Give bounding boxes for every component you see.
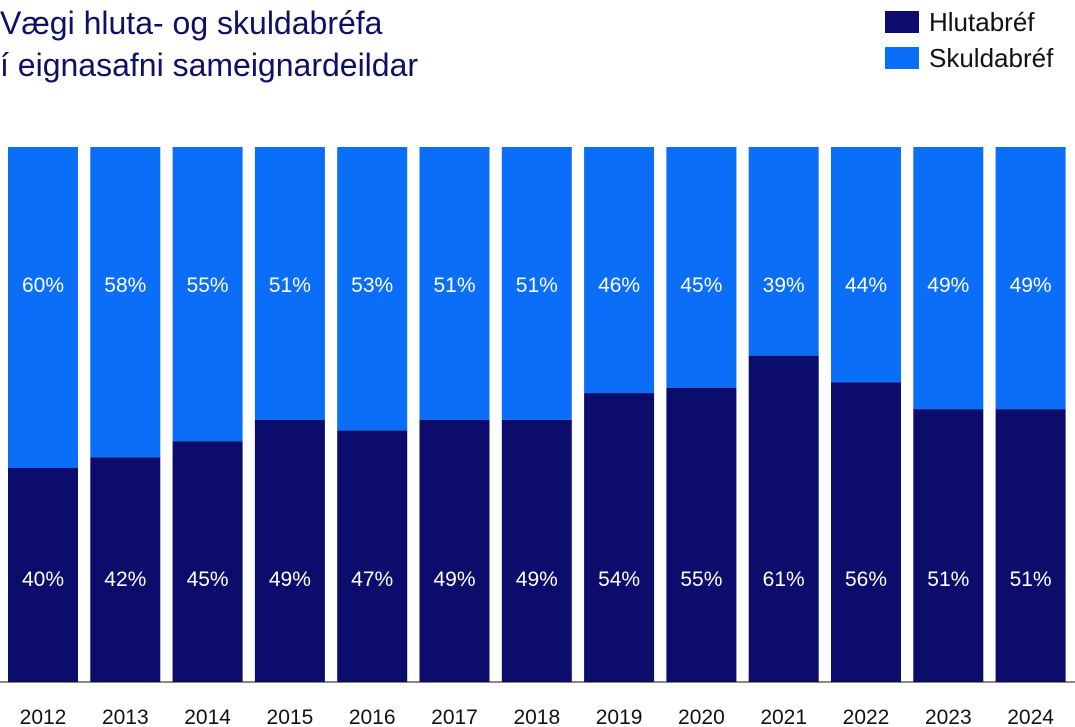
bar-skuldabref-2021 bbox=[748, 147, 819, 356]
x-tick-label-2016: 2016 bbox=[349, 706, 396, 727]
data-label-skuldabref-2023: 49% bbox=[927, 274, 969, 297]
legend-item-hlutabref: Hlutabréf bbox=[885, 4, 1053, 40]
bar-skuldabref-2019 bbox=[584, 147, 655, 394]
bar-hlutabref-2018 bbox=[501, 419, 572, 682]
bar-skuldabref-2020 bbox=[666, 147, 737, 388]
x-tick-labels: 2012 2013 2014 2015 2016 2017 2018 2019 2020 2021… bbox=[20, 706, 1055, 727]
x-tick-label-2021: 2021 bbox=[760, 706, 807, 727]
bar-skuldabref-2013 bbox=[90, 147, 161, 458]
data-label-hlutabref-2014: 45% bbox=[187, 568, 229, 591]
legend-item-skuldabref: Skuldabréf bbox=[885, 40, 1053, 76]
chart-title: Vægi hluta- og skuldabréfa í eignasafni … bbox=[0, 2, 418, 86]
bar-skuldabref-2015 bbox=[254, 147, 325, 420]
data-label-hlutabref-2016: 47% bbox=[351, 568, 393, 591]
bar-hlutabref-2022 bbox=[831, 382, 901, 682]
bar-hlutabref-2014 bbox=[172, 441, 243, 682]
x-tick-label-2019: 2019 bbox=[596, 706, 643, 727]
chart-title-line-1: Vægi hluta- og skuldabréfa bbox=[0, 5, 383, 41]
bar-skuldabref-2017 bbox=[419, 147, 490, 420]
bar-skuldabref-2018 bbox=[501, 147, 572, 420]
bar-hlutabref-2016 bbox=[337, 430, 408, 682]
data-label-skuldabref-2020: 45% bbox=[680, 274, 722, 297]
data-label-skuldabref-2013: 58% bbox=[104, 274, 146, 297]
bar-hlutabref-2019 bbox=[584, 393, 655, 682]
data-label-hlutabref-2017: 49% bbox=[433, 568, 475, 591]
legend-swatch-skuldabref bbox=[885, 47, 919, 69]
x-tick-label-2017: 2017 bbox=[431, 706, 478, 727]
data-label-skuldabref-2018: 51% bbox=[516, 274, 558, 297]
data-label-hlutabref-2012: 40% bbox=[22, 568, 64, 591]
data-label-hlutabref-2023: 51% bbox=[927, 568, 969, 591]
data-label-skuldabref-2012: 60% bbox=[22, 274, 64, 297]
bar-hlutabref-2021 bbox=[748, 355, 819, 682]
data-label-hlutabref-2020: 55% bbox=[680, 568, 722, 591]
bar-hlutabref-2023 bbox=[913, 409, 984, 682]
bar-hlutabref-2012 bbox=[8, 468, 78, 682]
data-label-skuldabref-2019: 46% bbox=[598, 274, 640, 297]
legend: Hlutabréf Skuldabréf bbox=[885, 4, 1053, 76]
data-label-hlutabref-2024: 51% bbox=[1010, 568, 1052, 591]
data-label-skuldabref-2017: 51% bbox=[433, 274, 475, 297]
x-tick-label-2023: 2023 bbox=[925, 706, 972, 727]
bar-skuldabref-2014 bbox=[172, 147, 243, 442]
bars-group: 60% 40% 58% 42% 55% 45% 51% 49% 53% 47% 51% 49% 51% 4… bbox=[8, 147, 1066, 682]
data-label-hlutabref-2021: 61% bbox=[763, 568, 805, 591]
data-label-skuldabref-2015: 51% bbox=[269, 274, 311, 297]
data-label-hlutabref-2018: 49% bbox=[516, 568, 558, 591]
legend-label-hlutabref: Hlutabréf bbox=[929, 6, 1035, 37]
data-label-hlutabref-2015: 49% bbox=[269, 568, 311, 591]
data-label-hlutabref-2019: 54% bbox=[598, 568, 640, 591]
bar-skuldabref-2022 bbox=[831, 147, 901, 383]
x-tick-label-2022: 2022 bbox=[843, 706, 890, 727]
bar-skuldabref-2016 bbox=[337, 147, 408, 431]
data-label-skuldabref-2021: 39% bbox=[763, 274, 805, 297]
x-tick-label-2020: 2020 bbox=[678, 706, 725, 727]
data-label-skuldabref-2016: 53% bbox=[351, 274, 393, 297]
x-tick-label-2018: 2018 bbox=[513, 706, 560, 727]
bar-hlutabref-2017 bbox=[419, 419, 490, 682]
data-label-skuldabref-2022: 44% bbox=[845, 274, 887, 297]
bar-hlutabref-2013 bbox=[90, 457, 161, 682]
x-tick-label-2014: 2014 bbox=[184, 706, 231, 727]
bar-skuldabref-2012 bbox=[8, 147, 78, 468]
legend-label-skuldabref: Skuldabréf bbox=[929, 42, 1054, 73]
chart-title-line-2: í eignasafni sameignardeildar bbox=[0, 47, 419, 83]
bar-skuldabref-2024 bbox=[995, 147, 1066, 410]
bar-hlutabref-2015 bbox=[254, 419, 325, 682]
x-tick-label-2013: 2013 bbox=[102, 706, 149, 727]
data-label-hlutabref-2022: 56% bbox=[845, 568, 887, 591]
bar-hlutabref-2020 bbox=[666, 387, 737, 682]
data-label-skuldabref-2014: 55% bbox=[187, 274, 229, 297]
data-label-hlutabref-2013: 42% bbox=[104, 568, 146, 591]
data-label-skuldabref-2024: 49% bbox=[1010, 274, 1052, 297]
bar-hlutabref-2024 bbox=[995, 409, 1066, 682]
x-tick-label-2012: 2012 bbox=[20, 706, 67, 727]
x-tick-label-2024: 2024 bbox=[1007, 706, 1054, 727]
x-tick-label-2015: 2015 bbox=[267, 706, 314, 727]
bar-skuldabref-2023 bbox=[913, 147, 984, 410]
legend-swatch-hlutabref bbox=[885, 11, 919, 33]
